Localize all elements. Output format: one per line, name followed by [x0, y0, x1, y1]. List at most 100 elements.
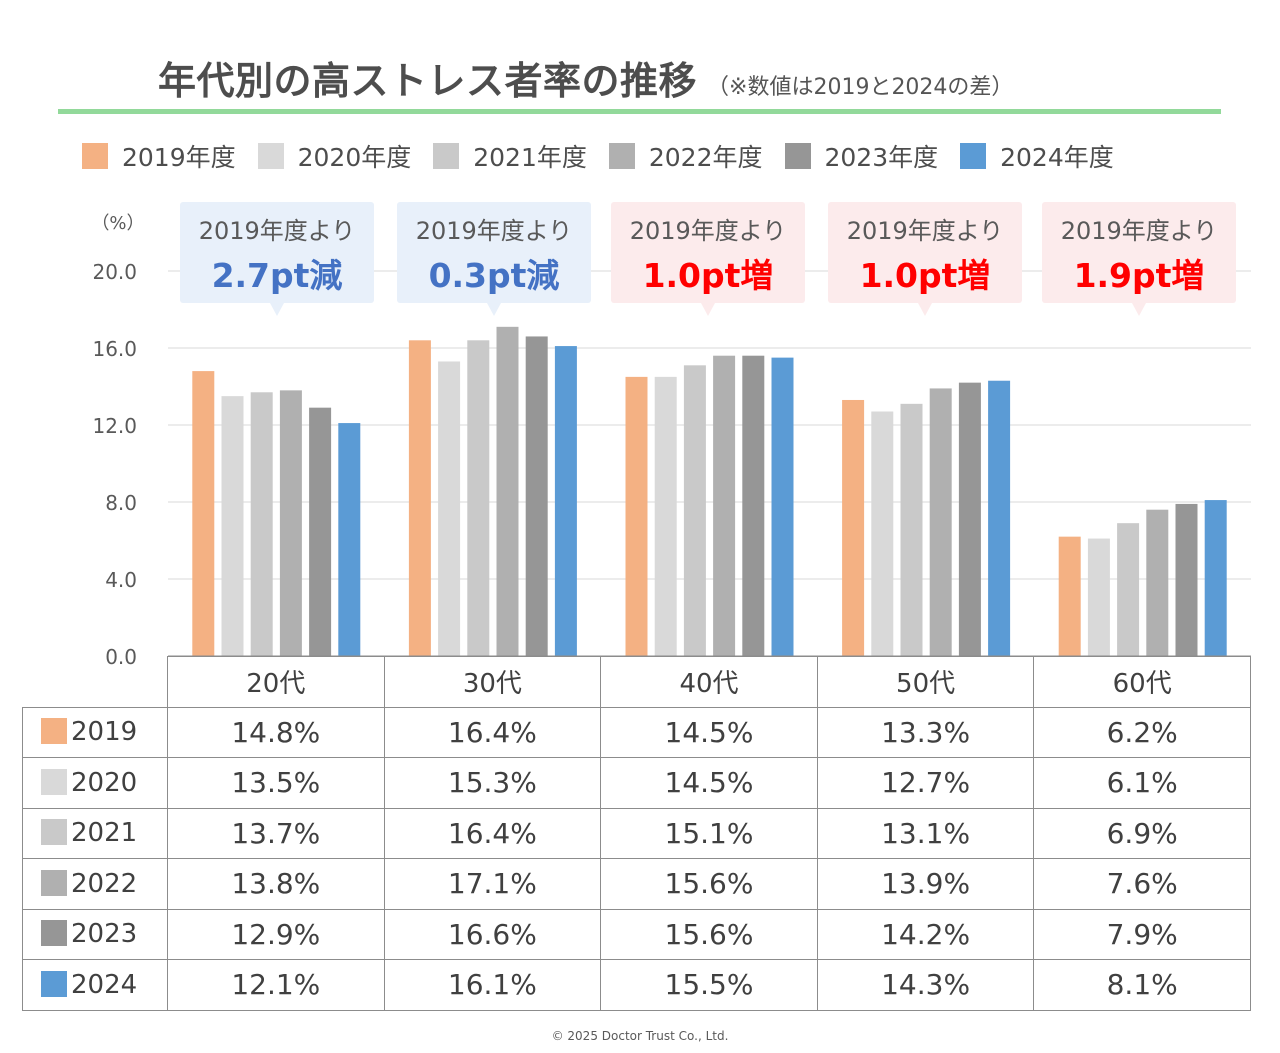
bar [771, 357, 794, 656]
y-tick-label: 8.0 [105, 491, 137, 515]
bar [250, 392, 273, 656]
legend-item-2024: 2024年度 [960, 138, 1114, 174]
bar [192, 371, 215, 656]
row-swatch [41, 869, 67, 896]
table-header-row: 20代 30代 40代 50代 60代 [22, 656, 1251, 708]
legend-swatch [608, 143, 635, 169]
legend-label: 2024年度 [1000, 143, 1114, 172]
chart-legend: 2019年度 2020年度 2021年度 2022年度 2023年度 2024年… [82, 138, 1136, 174]
table-cell: 15.6% [600, 858, 818, 910]
diff-callout-60s: 2019年度より 1.9pt増 [1042, 202, 1236, 316]
table-cell: 13.5% [167, 757, 385, 809]
bar [1146, 509, 1169, 656]
bar [842, 399, 865, 656]
table-row: 2019 14.8% 16.4% 14.5% 13.3% 6.2% [22, 706, 1251, 758]
title-note: （※数値は2019と2024の差） [707, 75, 1014, 100]
column-header: 20代 [167, 656, 385, 708]
legend-swatch [960, 143, 987, 169]
bar [279, 390, 302, 656]
diff-callout-30s: 2019年度より 0.3pt減 [397, 202, 591, 316]
row-swatch [41, 768, 67, 795]
legend-item-2022: 2022年度 [608, 138, 763, 174]
table-cell: 15.6% [600, 908, 818, 960]
y-tick-label: 16.0 [92, 337, 137, 361]
callout-label: 2019年度より [629, 217, 787, 245]
legend-item-2020: 2020年度 [257, 138, 412, 174]
table-cell: 13.7% [167, 807, 385, 859]
page-title: 年代別の高ストレス者率の推移 （※数値は2019と2024の差） [158, 50, 1013, 105]
callout-value: 0.3pt減 [428, 256, 560, 295]
row-header: 2020 [22, 757, 168, 809]
bar [900, 403, 923, 656]
table-corner [22, 656, 168, 708]
table-cell: 13.3% [816, 706, 1035, 758]
table-cell: 7.6% [1033, 858, 1251, 910]
bar [408, 340, 431, 656]
legend-label: 2020年度 [297, 143, 412, 172]
table-cell: 12.7% [816, 757, 1035, 809]
diff-callout-50s: 2019年度より 1.0pt増 [828, 202, 1022, 316]
bar [1204, 500, 1227, 656]
row-swatch [41, 920, 67, 947]
legend-swatch [257, 143, 284, 169]
table-cell: 14.5% [600, 706, 818, 758]
row-header: 2023 [22, 908, 168, 960]
row-label: 2024 [71, 969, 138, 1000]
table-cell: 17.1% [383, 858, 602, 910]
callout-label: 2019年度より [846, 217, 1004, 245]
y-tick-label: 12.0 [92, 414, 137, 438]
row-swatch [41, 718, 67, 745]
copyright: © 2025 Doctor Trust Co., Ltd. [551, 1029, 729, 1043]
row-swatch [41, 819, 67, 846]
table-cell: 13.8% [167, 858, 385, 910]
table-cell: 8.1% [1033, 959, 1251, 1011]
legend-item-2021: 2021年度 [433, 138, 587, 174]
row-header: 2021 [22, 807, 168, 859]
bar [683, 365, 706, 656]
row-swatch [41, 970, 67, 997]
table-cell: 7.9% [1033, 908, 1251, 960]
bar [496, 326, 519, 656]
table-cell: 14.3% [816, 959, 1035, 1011]
diff-callout-20s: 2019年度より 2.7pt減 [180, 202, 374, 316]
legend-swatch [82, 143, 108, 169]
bar [929, 388, 952, 656]
callout-value: 1.9pt増 [1073, 256, 1205, 295]
bar [1058, 536, 1081, 656]
table-cell: 6.1% [1033, 757, 1251, 809]
row-header: 2024 [22, 959, 168, 1011]
bar [958, 382, 981, 656]
table-row: 2021 13.7% 16.4% 15.1% 13.1% 6.9% [22, 807, 1251, 859]
table-row: 2023 12.9% 16.6% 15.6% 14.2% 7.9% [22, 908, 1251, 960]
row-label: 2019 [71, 717, 138, 748]
callout-label: 2019年度より [1060, 217, 1218, 245]
row-header: 2019 [22, 706, 168, 758]
bar [1117, 523, 1140, 656]
row-label: 2022 [71, 868, 138, 899]
bar [1087, 538, 1110, 656]
column-header: 40代 [600, 656, 818, 708]
row-label: 2021 [71, 818, 138, 849]
table-cell: 6.2% [1033, 706, 1251, 758]
legend-label: 2019年度 [122, 143, 236, 172]
bar [467, 340, 490, 656]
data-table: 20代 30代 40代 50代 60代 2019 14.8% 16.4% 14.… [22, 656, 1251, 1011]
legend-item-2023: 2023年度 [784, 138, 938, 174]
bar [438, 361, 461, 656]
y-tick-label: 4.0 [105, 568, 137, 592]
bar [742, 355, 765, 656]
row-header: 2022 [22, 858, 168, 910]
y-tick-label: 20.0 [92, 260, 137, 284]
row-label: 2020 [71, 767, 138, 798]
table-cell: 16.4% [383, 706, 602, 758]
callout-value: 1.0pt増 [642, 256, 774, 295]
legend-swatch [433, 143, 460, 169]
table-row: 2022 13.8% 17.1% 15.6% 13.9% 7.6% [22, 858, 1251, 910]
table-row: 2020 13.5% 15.3% 14.5% 12.7% 6.1% [22, 757, 1251, 809]
table-cell: 6.9% [1033, 807, 1251, 859]
table-cell: 14.2% [816, 908, 1035, 960]
diff-callout-40s: 2019年度より 1.0pt増 [611, 202, 805, 316]
table-row: 2024 12.1% 16.1% 15.5% 14.3% 8.1% [22, 959, 1251, 1011]
table-cell: 16.1% [383, 959, 602, 1011]
bar [625, 376, 648, 656]
